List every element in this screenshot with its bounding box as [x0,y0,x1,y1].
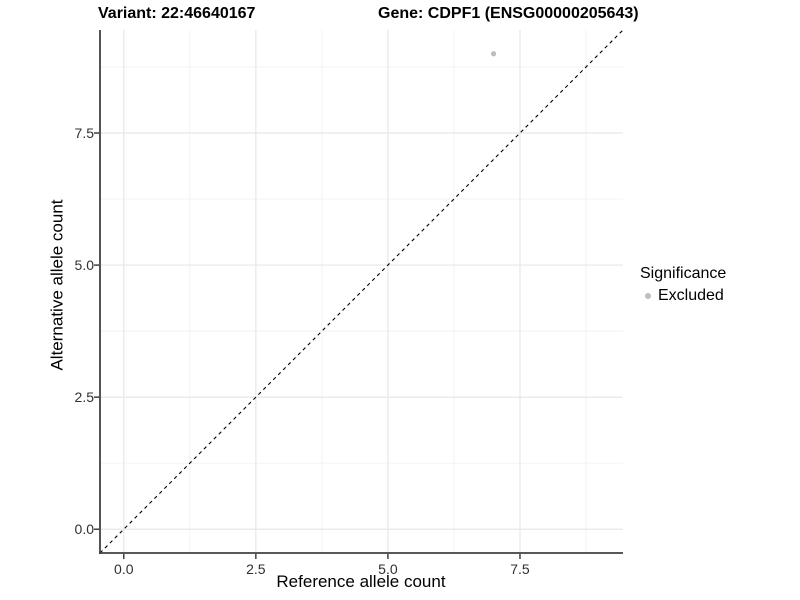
data-point [490,51,497,57]
y-axis-title: Alternative allele count [47,199,67,371]
y-tick-label: 0.0 [74,521,94,538]
legend-point-icon [645,293,651,299]
legend-item-excluded: Excluded [640,287,726,305]
y-tick-label: 7.5 [74,125,94,141]
x-tick-label: 2.5 [246,561,266,577]
x-axis-title: Reference allele count [276,572,446,591]
y-tick-label: 2.5 [74,389,94,406]
plot-title-variant: Variant: 22:46640167 [98,5,256,22]
plot-title-gene: Gene: CDPF1 (ENSG00000205643) [378,5,639,22]
identity-dashed-line [99,29,624,554]
x-tick-label: 7.5 [510,561,530,577]
legend-item-label: Excluded [658,287,724,304]
legend: Significance Excluded [640,264,726,305]
y-tick-label: 5.0 [74,257,94,274]
x-tick-label: 0.0 [114,561,134,577]
x-tick-label: 5.0 [378,561,398,577]
legend-title: Significance [640,265,727,282]
